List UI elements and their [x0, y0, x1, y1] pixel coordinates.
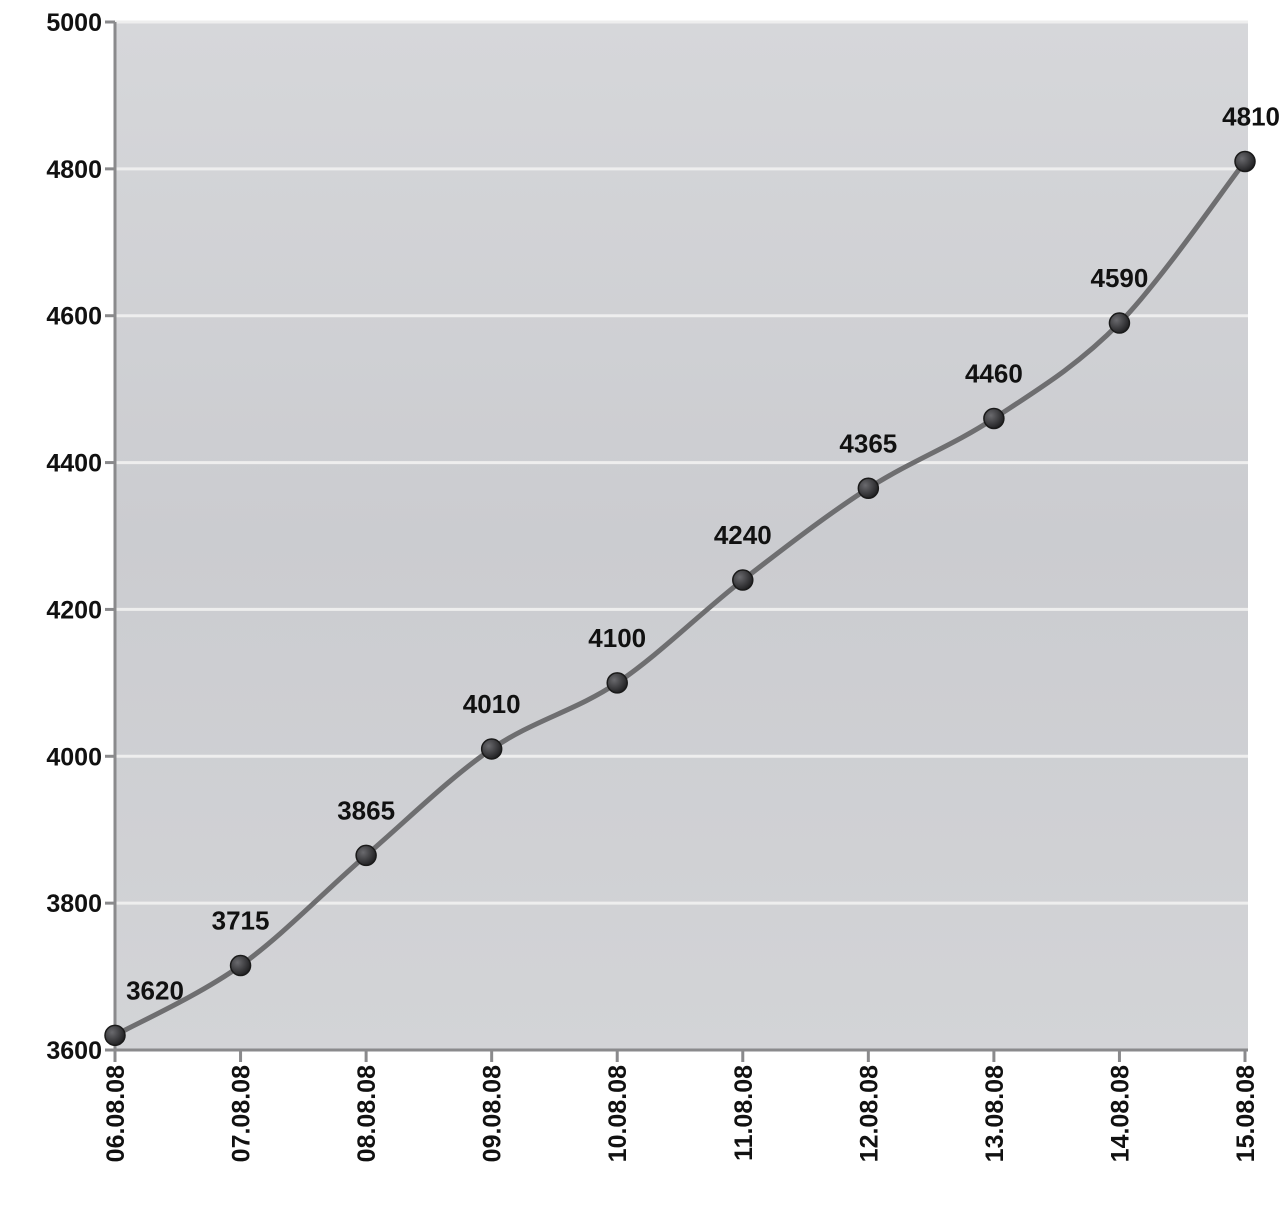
x-tick-label: 14.08.08	[1106, 1065, 1134, 1162]
data-point	[1108, 312, 1131, 334]
y-tick-label: 3600	[46, 1037, 102, 1065]
data-label: 3865	[337, 795, 395, 825]
data-point	[857, 477, 880, 500]
x-tick-label: 10.08.08	[604, 1065, 632, 1162]
data-point	[1234, 150, 1256, 173]
data-label: 4810	[1222, 102, 1280, 132]
y-tick-label: 4400	[46, 450, 102, 478]
x-tick-label: 15.08.08	[1232, 1065, 1260, 1162]
gridlines	[115, 20, 1248, 905]
data-point	[355, 844, 377, 867]
x-tick-label: 06.08.08	[102, 1065, 130, 1162]
x-tick-label: 12.08.08	[855, 1065, 883, 1162]
data-label: 3620	[126, 975, 184, 1005]
data-point	[104, 1024, 126, 1047]
y-tick-label: 4800	[46, 156, 102, 184]
data-label: 4460	[965, 359, 1023, 389]
data-point	[606, 672, 628, 694]
data-label: 4010	[463, 689, 521, 719]
data-label: 4365	[839, 428, 897, 458]
x-tick-label: 13.08.08	[981, 1065, 1009, 1162]
x-tick-label: 11.08.08	[730, 1065, 758, 1161]
data-label: 4240	[714, 520, 772, 550]
data-point	[732, 569, 754, 591]
y-tick-label: 4200	[46, 596, 102, 624]
x-tick-label: 08.08.08	[353, 1065, 381, 1162]
series-line	[112, 159, 1248, 1038]
y-tick-label: 5000	[46, 9, 102, 37]
y-tick-label: 4600	[46, 303, 102, 331]
plot-area	[115, 22, 1248, 1050]
data-point	[983, 407, 1005, 430]
y-tick-label: 3800	[46, 890, 102, 918]
data-label: 4100	[588, 623, 646, 653]
data-labels: 3620 3715 3865 4010 4100 4240 4365 4460 4590 4810	[126, 102, 1280, 1006]
x-tick-label: 09.08.08	[479, 1065, 507, 1162]
y-tick-label: 4000	[46, 743, 102, 771]
x-axis-ticks: 06.08.08 07.08.08 08.08.08 09.08.08 10.08.08…	[102, 1050, 1260, 1162]
data-point	[229, 954, 252, 977]
data-point	[480, 738, 503, 760]
data-label: 4590	[1091, 263, 1149, 293]
data-label: 3715	[212, 906, 270, 936]
x-tick-label: 07.08.08	[228, 1065, 256, 1162]
series-markers	[104, 150, 1256, 1047]
y-axis-ticks: 3600 3800 4000 4200 4400 4600 4800 5000	[46, 9, 115, 1065]
